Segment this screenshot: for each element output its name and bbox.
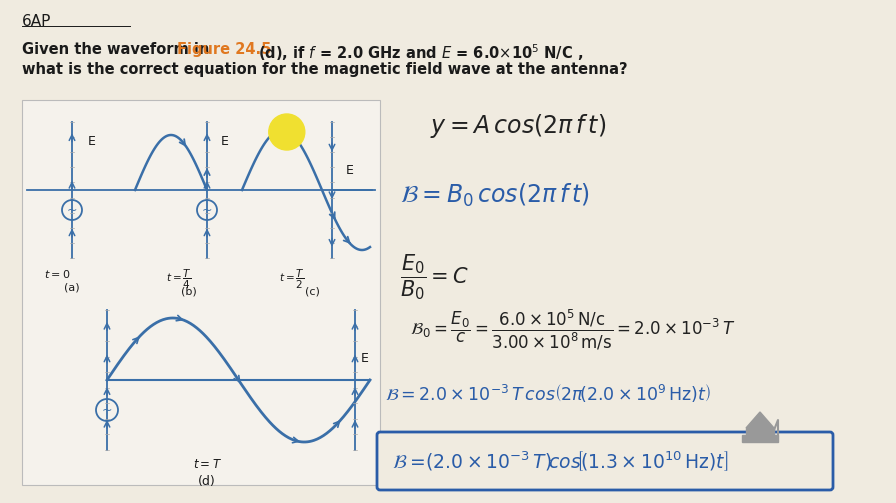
Text: E: E <box>88 135 96 148</box>
Text: $\mathcal{B}_0 = \dfrac{E_0}{c} = \dfrac{6.0\times10^5\,\mathrm{N/c}}{3.00\times: $\mathcal{B}_0 = \dfrac{E_0}{c} = \dfrac… <box>410 308 736 353</box>
Text: Figure 24.5: Figure 24.5 <box>177 42 271 57</box>
Polygon shape <box>746 428 774 435</box>
Text: (a): (a) <box>65 282 80 292</box>
Text: (d), if $f$ = 2.0 GHz and $E$ = 6.0$\times$10$^5$ N/C ,: (d), if $f$ = 2.0 GHz and $E$ = 6.0$\tim… <box>258 42 583 63</box>
Text: (d): (d) <box>198 475 216 488</box>
Text: $t=\dfrac{T}{4}$: $t=\dfrac{T}{4}$ <box>166 268 192 291</box>
FancyBboxPatch shape <box>377 432 833 490</box>
Text: E: E <box>361 352 369 365</box>
Text: ~: ~ <box>202 204 212 216</box>
Text: $y = A\,\mathit{cos}\left(2\pi\,f\,t\right)$: $y = A\,\mathit{cos}\left(2\pi\,f\,t\rig… <box>430 112 607 140</box>
Circle shape <box>269 114 305 150</box>
Text: $t = T$: $t = T$ <box>193 458 221 471</box>
Text: E: E <box>221 135 228 148</box>
Text: E: E <box>346 163 354 177</box>
Text: $t = 0$: $t = 0$ <box>44 268 70 280</box>
Text: College Physics: College Physics <box>719 452 800 462</box>
Polygon shape <box>746 412 774 428</box>
Text: $\mathcal{B} = 2.0\times10^{-3}\,T\,\mathit{cos}\left(2\pi\!\left(2.0\times10^9\: $\mathcal{B} = 2.0\times10^{-3}\,T\,\mat… <box>385 383 711 405</box>
Text: (b): (b) <box>181 286 197 296</box>
Text: (c): (c) <box>305 286 320 296</box>
Text: 6AP: 6AP <box>22 14 51 29</box>
Text: ~: ~ <box>66 204 77 216</box>
Polygon shape <box>742 435 778 442</box>
Text: $\dfrac{E_0}{B_0} = C$: $\dfrac{E_0}{B_0} = C$ <box>400 252 469 302</box>
Text: $\mathcal{B} = B_0\,\mathit{cos}\left(2\pi\,f\,t\right)$: $\mathcal{B} = B_0\,\mathit{cos}\left(2\… <box>400 182 590 209</box>
Text: Given the waveform in: Given the waveform in <box>22 42 214 57</box>
Bar <box>22 100 380 485</box>
Text: $\mathcal{B}=\!\left(2.0\times10^{-3}\,T\right)\!\mathit{cos}\!\left[\!\left(1.3: $\mathcal{B}=\!\left(2.0\times10^{-3}\,T… <box>392 450 728 474</box>
Text: $t=\dfrac{T}{2}$: $t=\dfrac{T}{2}$ <box>279 268 305 291</box>
Text: ~: ~ <box>102 403 112 416</box>
Text: what is the correct equation for the magnetic field wave at the antenna?: what is the correct equation for the mag… <box>22 62 627 77</box>
Text: A N S W E R S: A N S W E R S <box>722 464 797 474</box>
